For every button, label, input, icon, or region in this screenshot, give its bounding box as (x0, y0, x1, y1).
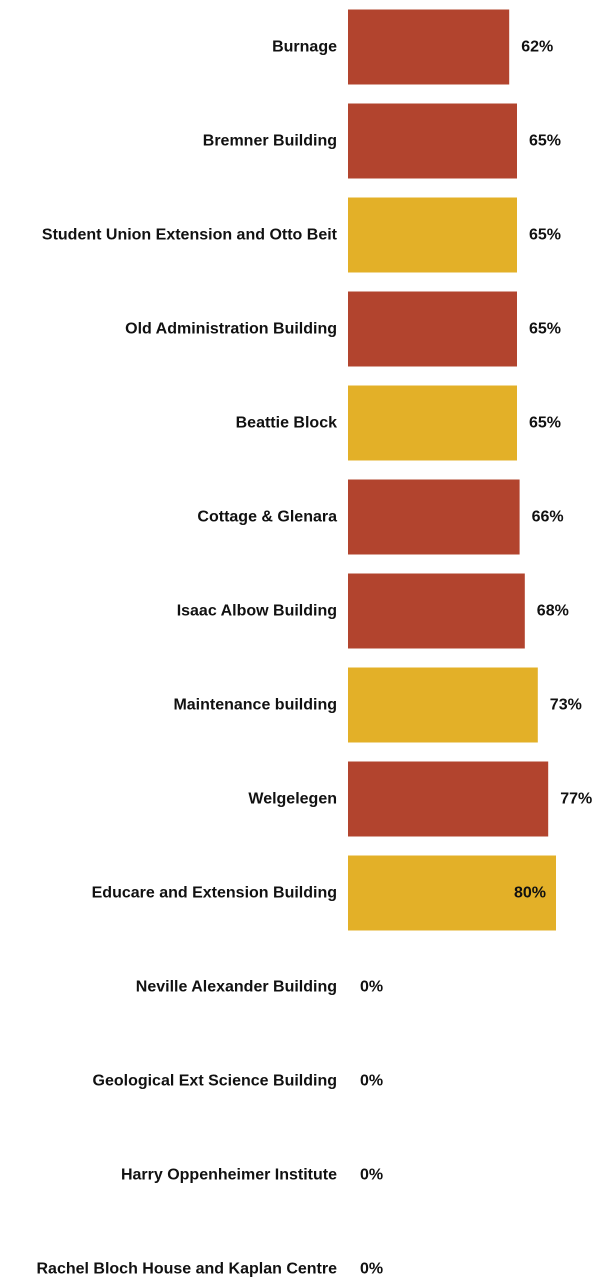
bar (348, 197, 517, 273)
value-label: 77% (560, 791, 592, 808)
bar (348, 291, 517, 367)
value-label: 0% (360, 979, 383, 996)
bar (348, 855, 556, 931)
category-label: Welgelegen (248, 791, 337, 808)
value-label: 68% (537, 603, 569, 620)
bar (348, 667, 538, 743)
bar (348, 9, 510, 85)
category-label: Educare and Extension Building (92, 885, 337, 902)
value-label: 65% (529, 133, 561, 150)
value-label: 0% (360, 1167, 383, 1184)
bar (348, 573, 525, 649)
category-label: Harry Oppenheimer Institute (121, 1167, 337, 1184)
bar (348, 761, 549, 837)
bar (348, 103, 517, 179)
category-label: Maintenance building (173, 697, 337, 714)
category-label: Burnage (272, 39, 337, 56)
category-label: Isaac Albow Building (177, 603, 337, 620)
category-label: Old Administration Building (125, 321, 337, 338)
category-label: Neville Alexander Building (136, 979, 337, 996)
category-label: Geological Ext Science Building (93, 1073, 338, 1090)
value-label: 0% (360, 1261, 383, 1278)
value-label: 0% (360, 1073, 383, 1090)
value-label: 80% (514, 885, 546, 902)
value-label: 62% (521, 39, 553, 56)
value-label: 65% (529, 415, 561, 432)
category-label: Student Union Extension and Otto Beit (42, 227, 338, 244)
value-label: 66% (532, 509, 564, 526)
category-label: Bremner Building (203, 133, 337, 150)
bar (348, 385, 517, 461)
value-label: 65% (529, 321, 561, 338)
category-label: Rachel Bloch House and Kaplan Centre (36, 1261, 337, 1278)
bar (348, 479, 520, 555)
value-label: 73% (550, 697, 582, 714)
category-label: Cottage & Glenara (197, 509, 337, 526)
value-label: 65% (529, 227, 561, 244)
category-label: Beattie Block (236, 415, 337, 432)
